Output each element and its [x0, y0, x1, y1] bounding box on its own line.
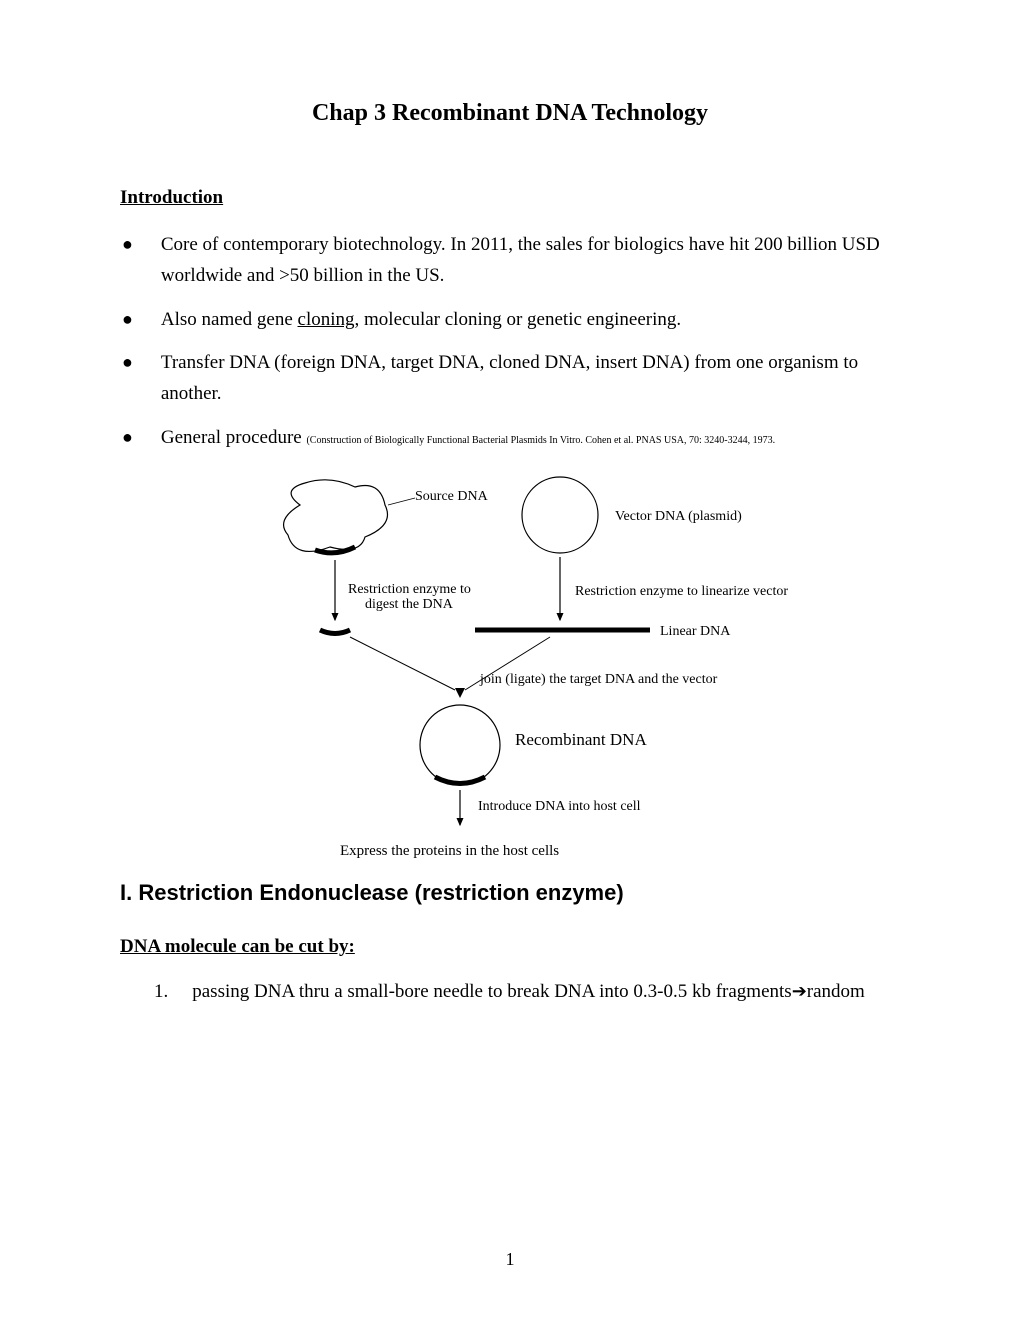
reference-text: (Construction of Biologically Functional… — [306, 435, 775, 446]
converge-arrowhead-icon — [455, 688, 465, 698]
bullet-text: Also named gene cloning, molecular cloni… — [161, 304, 900, 335]
bullet-marker-icon: ● — [122, 347, 133, 410]
restriction-digest-label: Restriction enzyme to digest the DNA — [348, 582, 474, 612]
source-dna-label: Source DNA — [415, 489, 489, 504]
chapter-title: Chap 3 Recombinant DNA Technology — [120, 100, 900, 127]
numbered-item: 1. passing DNA thru a small-bore needle … — [154, 976, 900, 1007]
bullet-item: ● Also named gene cloning, molecular clo… — [120, 304, 900, 335]
label-connector — [388, 498, 415, 505]
text-fragment: , molecular cloning or genetic engineeri… — [355, 309, 682, 330]
ligate-label: join (ligate) the target DNA and the vec… — [479, 672, 718, 687]
bullet-text: Transfer DNA (foreign DNA, target DNA, c… — [161, 347, 900, 410]
bullet-item: ● General procedure (Construction of Bio… — [120, 422, 900, 453]
diagram-svg: Source DNA Vector DNA (plasmid) Restrict… — [220, 465, 800, 865]
bullet-item: ● Core of contemporary biotechnology. In… — [120, 229, 900, 292]
page-number: 1 — [0, 1249, 1020, 1270]
number-marker: 1. — [154, 976, 168, 1007]
numbered-text: passing DNA thru a small-bore needle to … — [192, 976, 900, 1007]
linear-dna-label: Linear DNA — [660, 624, 731, 639]
cloning-procedure-diagram: Source DNA Vector DNA (plasmid) Restrict… — [220, 465, 800, 865]
recombinant-dna-label: Recombinant DNA — [515, 730, 647, 749]
bullet-text: General procedure (Construction of Biolo… — [161, 422, 900, 453]
text-fragment: General procedure — [161, 427, 307, 448]
restriction-linearize-label: Restriction enzyme to linearize vector — [575, 584, 788, 599]
subsection-heading: DNA molecule can be cut by: — [120, 936, 900, 958]
bullet-marker-icon: ● — [122, 304, 133, 335]
text-fragment: Also named gene — [161, 309, 298, 330]
vector-dna-label: Vector DNA (plasmid) — [615, 509, 742, 524]
source-dna-shape — [284, 480, 388, 552]
bullet-text: Core of contemporary biotechnology. In 2… — [161, 229, 900, 292]
vector-dna-circle — [522, 477, 598, 553]
introduce-label: Introduce DNA into host cell — [478, 799, 641, 814]
bullet-marker-icon: ● — [122, 229, 133, 292]
bullet-marker-icon: ● — [122, 422, 133, 453]
section-1-title: I. Restriction Endonuclease (restriction… — [120, 880, 900, 906]
introduction-heading: Introduction — [120, 187, 900, 209]
bullet-item: ● Transfer DNA (foreign DNA, target DNA,… — [120, 347, 900, 410]
converge-left — [350, 637, 455, 690]
text-fragment: passing DNA thru a small-bore needle to … — [192, 981, 791, 1002]
text-fragment: random — [807, 981, 865, 1002]
underlined-term: cloning — [298, 309, 355, 330]
recombinant-insert — [435, 777, 485, 784]
express-label: Express the proteins in the host cells — [340, 843, 559, 859]
recombinant-circle — [420, 705, 500, 785]
right-arrow-icon: ➔ — [792, 981, 807, 1001]
digested-fragment — [320, 630, 350, 634]
